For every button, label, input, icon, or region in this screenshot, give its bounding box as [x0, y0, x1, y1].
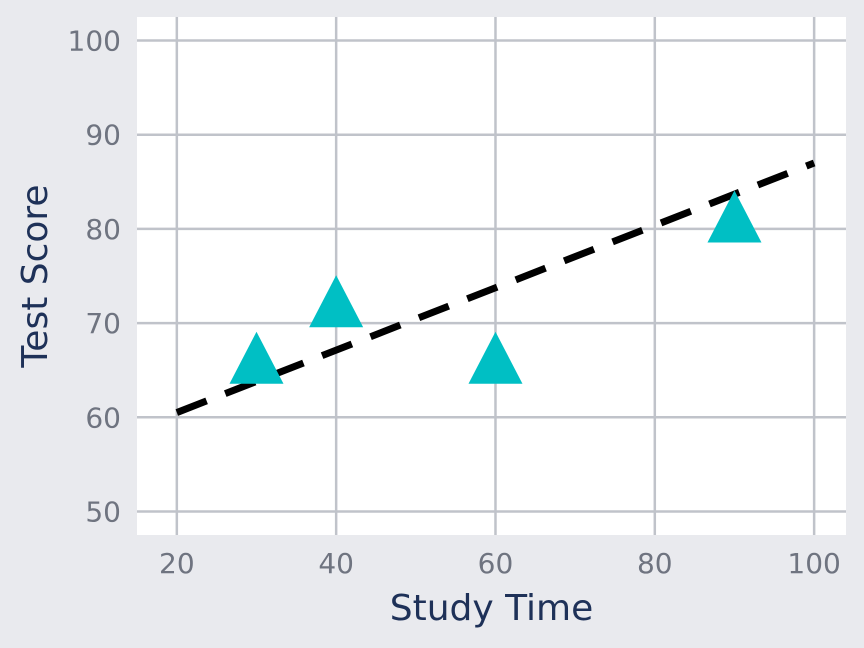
trend-line [175, 159, 816, 416]
data-point-triangle [707, 190, 762, 243]
y-tick-label: 100 [68, 25, 121, 58]
x-tick-label: 40 [318, 547, 354, 580]
trendline-layer [175, 159, 816, 416]
x-tick-label: 20 [159, 547, 195, 580]
y-axis-title: Test Score [15, 184, 56, 368]
data-point-triangle [229, 331, 284, 384]
y-tick-label: 50 [85, 495, 121, 528]
grid-lines [137, 17, 846, 535]
plot-area [137, 17, 846, 535]
y-tick-label: 90 [85, 119, 121, 152]
x-tick-label: 80 [637, 547, 673, 580]
x-axis-title: Study Time [390, 588, 593, 629]
y-tick-label: 70 [85, 307, 121, 340]
y-tick-label: 80 [85, 213, 121, 246]
data-point-triangle [309, 275, 364, 328]
x-tick-label: 100 [787, 547, 840, 580]
data-points [229, 190, 762, 384]
x-tick-label: 60 [478, 547, 514, 580]
data-point-triangle [468, 331, 523, 384]
y-tick-label: 60 [85, 401, 121, 434]
tick-labels: 20 40 60 80 100 50 60 70 80 90 100 [68, 25, 841, 580]
